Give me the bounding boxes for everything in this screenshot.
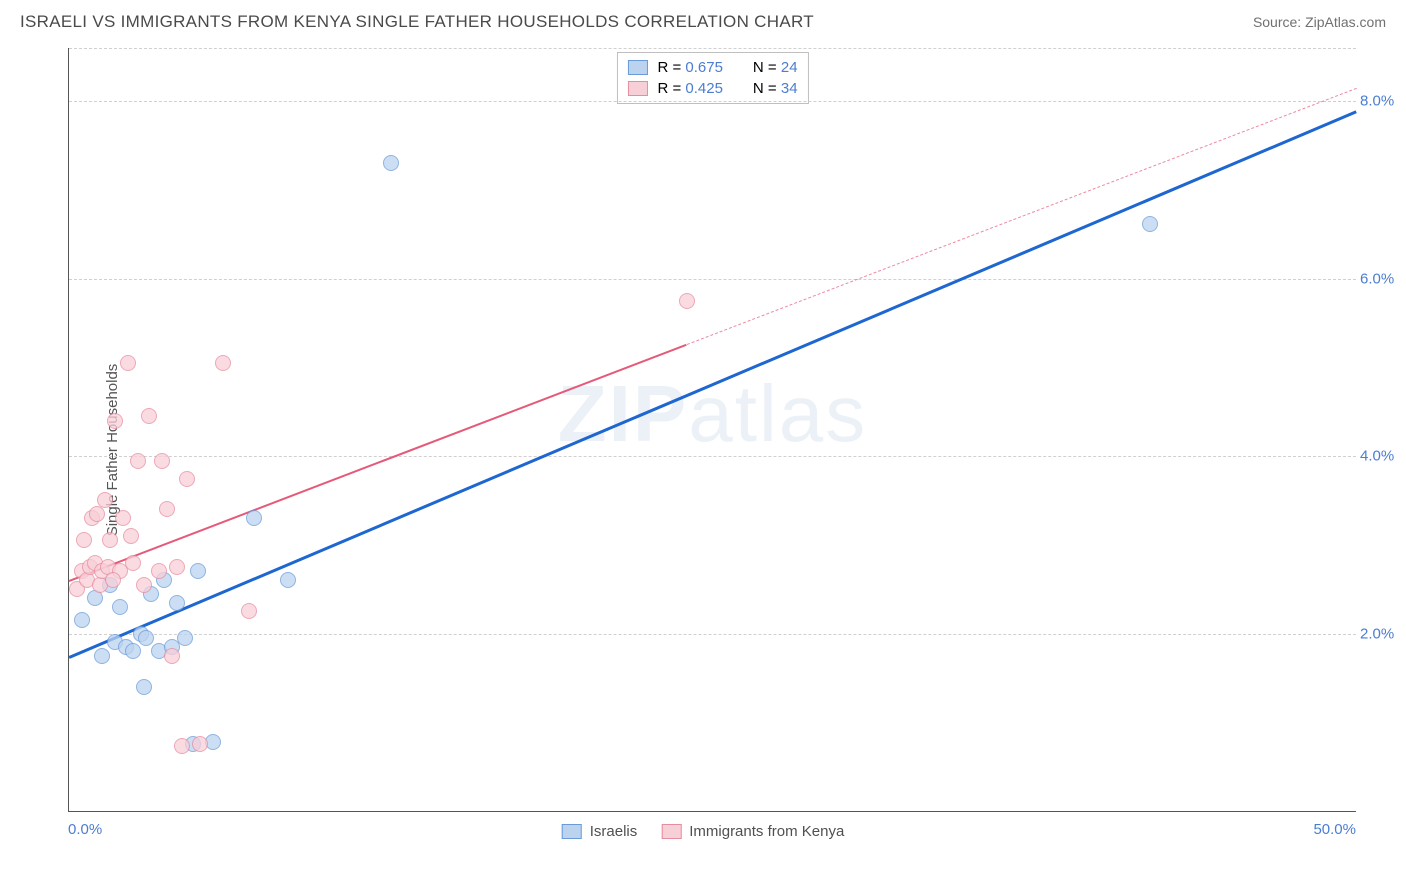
scatter-point [246, 510, 262, 526]
y-tick-label: 4.0% [1360, 448, 1404, 465]
scatter-point [138, 630, 154, 646]
scatter-point [280, 572, 296, 588]
header: ISRAELI VS IMMIGRANTS FROM KENYA SINGLE … [0, 0, 1406, 40]
scatter-point [112, 599, 128, 615]
legend-correlation-row: R = 0.675 N = 24 [627, 57, 797, 78]
scatter-point [141, 408, 157, 424]
scatter-point [1142, 216, 1158, 232]
y-tick-label: 6.0% [1360, 270, 1404, 287]
scatter-point [105, 572, 121, 588]
scatter-point [179, 471, 195, 487]
r-value: 0.425 [685, 80, 723, 97]
gridline [69, 279, 1356, 280]
n-value: 24 [781, 59, 798, 76]
gridline [69, 456, 1356, 457]
scatter-point [679, 293, 695, 309]
scatter-point [136, 679, 152, 695]
scatter-point [215, 355, 231, 371]
scatter-point [102, 532, 118, 548]
legend-correlation: R = 0.675 N = 24 R = 0.425 N = 34 [616, 52, 808, 104]
gridline [69, 48, 1356, 49]
r-label: R = 0.425 [657, 80, 722, 97]
legend-series-item: Israelis [562, 823, 638, 840]
gridline [69, 101, 1356, 102]
scatter-point [115, 510, 131, 526]
trendline [69, 110, 1357, 658]
scatter-point [120, 355, 136, 371]
scatter-point [164, 648, 180, 664]
n-label: N = 34 [753, 80, 798, 97]
scatter-point [174, 738, 190, 754]
legend-swatch [627, 60, 647, 75]
scatter-point [123, 528, 139, 544]
legend-series-item: Immigrants from Kenya [661, 823, 844, 840]
scatter-point [76, 532, 92, 548]
r-label: R = 0.675 [657, 59, 722, 76]
y-tick-label: 8.0% [1360, 93, 1404, 110]
scatter-point [107, 413, 123, 429]
scatter-point [151, 563, 167, 579]
scatter-point [190, 563, 206, 579]
scatter-point [383, 155, 399, 171]
x-tick-label: 50.0% [1313, 821, 1356, 838]
source-name: ZipAtlas.com [1305, 14, 1386, 30]
scatter-point [136, 577, 152, 593]
legend-correlation-row: R = 0.425 N = 34 [627, 78, 797, 99]
watermark-bold: ZIP [558, 369, 688, 458]
source-prefix: Source: [1253, 14, 1305, 30]
scatter-point [97, 492, 113, 508]
n-value: 34 [781, 80, 798, 97]
legend-series-label: Israelis [590, 823, 638, 840]
legend-series-label: Immigrants from Kenya [689, 823, 844, 840]
scatter-point [130, 453, 146, 469]
legend-swatch [562, 824, 582, 839]
trendline-dashed [687, 88, 1357, 345]
chart-container: Single Father Households ZIPatlas R = 0.… [20, 40, 1386, 860]
legend-series: Israelis Immigrants from Kenya [562, 823, 845, 840]
plot-area: ZIPatlas R = 0.675N = 24R = 0.425N = 34 … [68, 48, 1356, 812]
source-attribution: Source: ZipAtlas.com [1253, 14, 1386, 30]
scatter-point [159, 501, 175, 517]
scatter-point [177, 630, 193, 646]
scatter-point [125, 555, 141, 571]
scatter-point [125, 643, 141, 659]
scatter-point [154, 453, 170, 469]
r-value: 0.675 [685, 59, 723, 76]
scatter-point [241, 603, 257, 619]
n-label: N = 24 [753, 59, 798, 76]
legend-swatch [661, 824, 681, 839]
y-tick-label: 2.0% [1360, 625, 1404, 642]
scatter-point [94, 648, 110, 664]
scatter-point [74, 612, 90, 628]
gridline [69, 634, 1356, 635]
scatter-point [169, 595, 185, 611]
legend-swatch [627, 81, 647, 96]
scatter-point [192, 736, 208, 752]
x-tick-label: 0.0% [68, 821, 102, 838]
scatter-point [169, 559, 185, 575]
chart-title: ISRAELI VS IMMIGRANTS FROM KENYA SINGLE … [20, 12, 814, 32]
